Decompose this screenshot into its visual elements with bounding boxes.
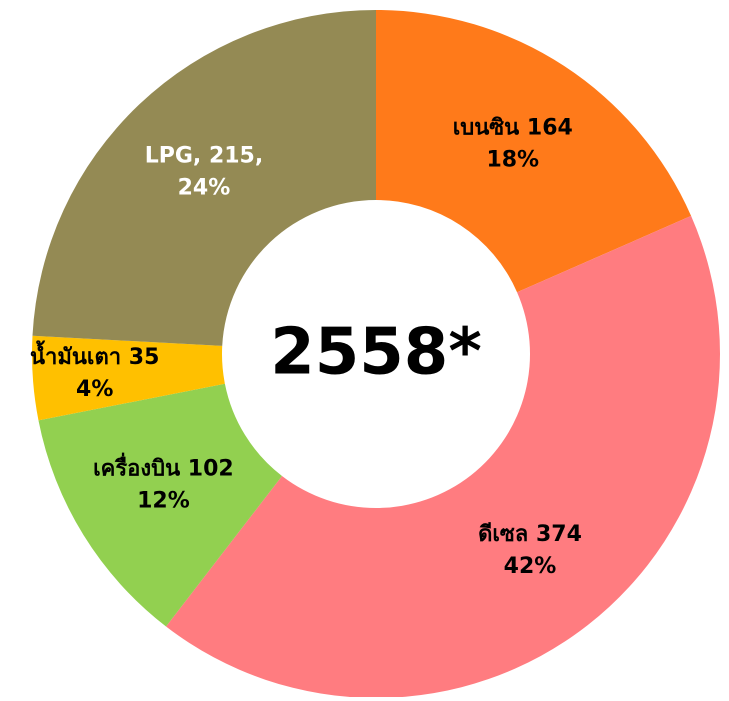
donut-slice bbox=[166, 215, 720, 698]
percent-label: 12% bbox=[137, 489, 190, 514]
percent-label: 4% bbox=[76, 377, 113, 402]
category-label: น้ำมันเตา bbox=[30, 340, 121, 370]
donut-slice bbox=[376, 10, 692, 293]
percent-label: 42% bbox=[504, 554, 557, 579]
category-label: ดีเซล bbox=[478, 522, 528, 547]
category-label: LPG, bbox=[145, 144, 202, 169]
percent-label: 24% bbox=[178, 176, 231, 201]
donut-slice bbox=[32, 335, 225, 421]
value-label: 164 bbox=[527, 116, 573, 141]
data-label: น้ำมันเตา 35 bbox=[30, 340, 159, 370]
value-label: 102 bbox=[188, 457, 234, 482]
data-label: เครื่องบิน 102 bbox=[93, 452, 234, 482]
value-label: 215, bbox=[209, 144, 263, 169]
category-label: เครื่องบิน bbox=[93, 452, 180, 482]
data-label: เบนซิน 164 bbox=[453, 116, 573, 141]
data-label: LPG, 215, bbox=[145, 144, 264, 169]
value-label: 374 bbox=[536, 522, 582, 547]
donut-slice bbox=[32, 10, 377, 346]
value-label: 35 bbox=[129, 345, 160, 370]
category-label: เบนซิน bbox=[453, 116, 520, 141]
data-label: ดีเซล 374 bbox=[478, 522, 582, 547]
donut-slice bbox=[38, 383, 282, 627]
percent-label: 18% bbox=[486, 148, 539, 173]
center-label: 2558* bbox=[270, 316, 482, 390]
